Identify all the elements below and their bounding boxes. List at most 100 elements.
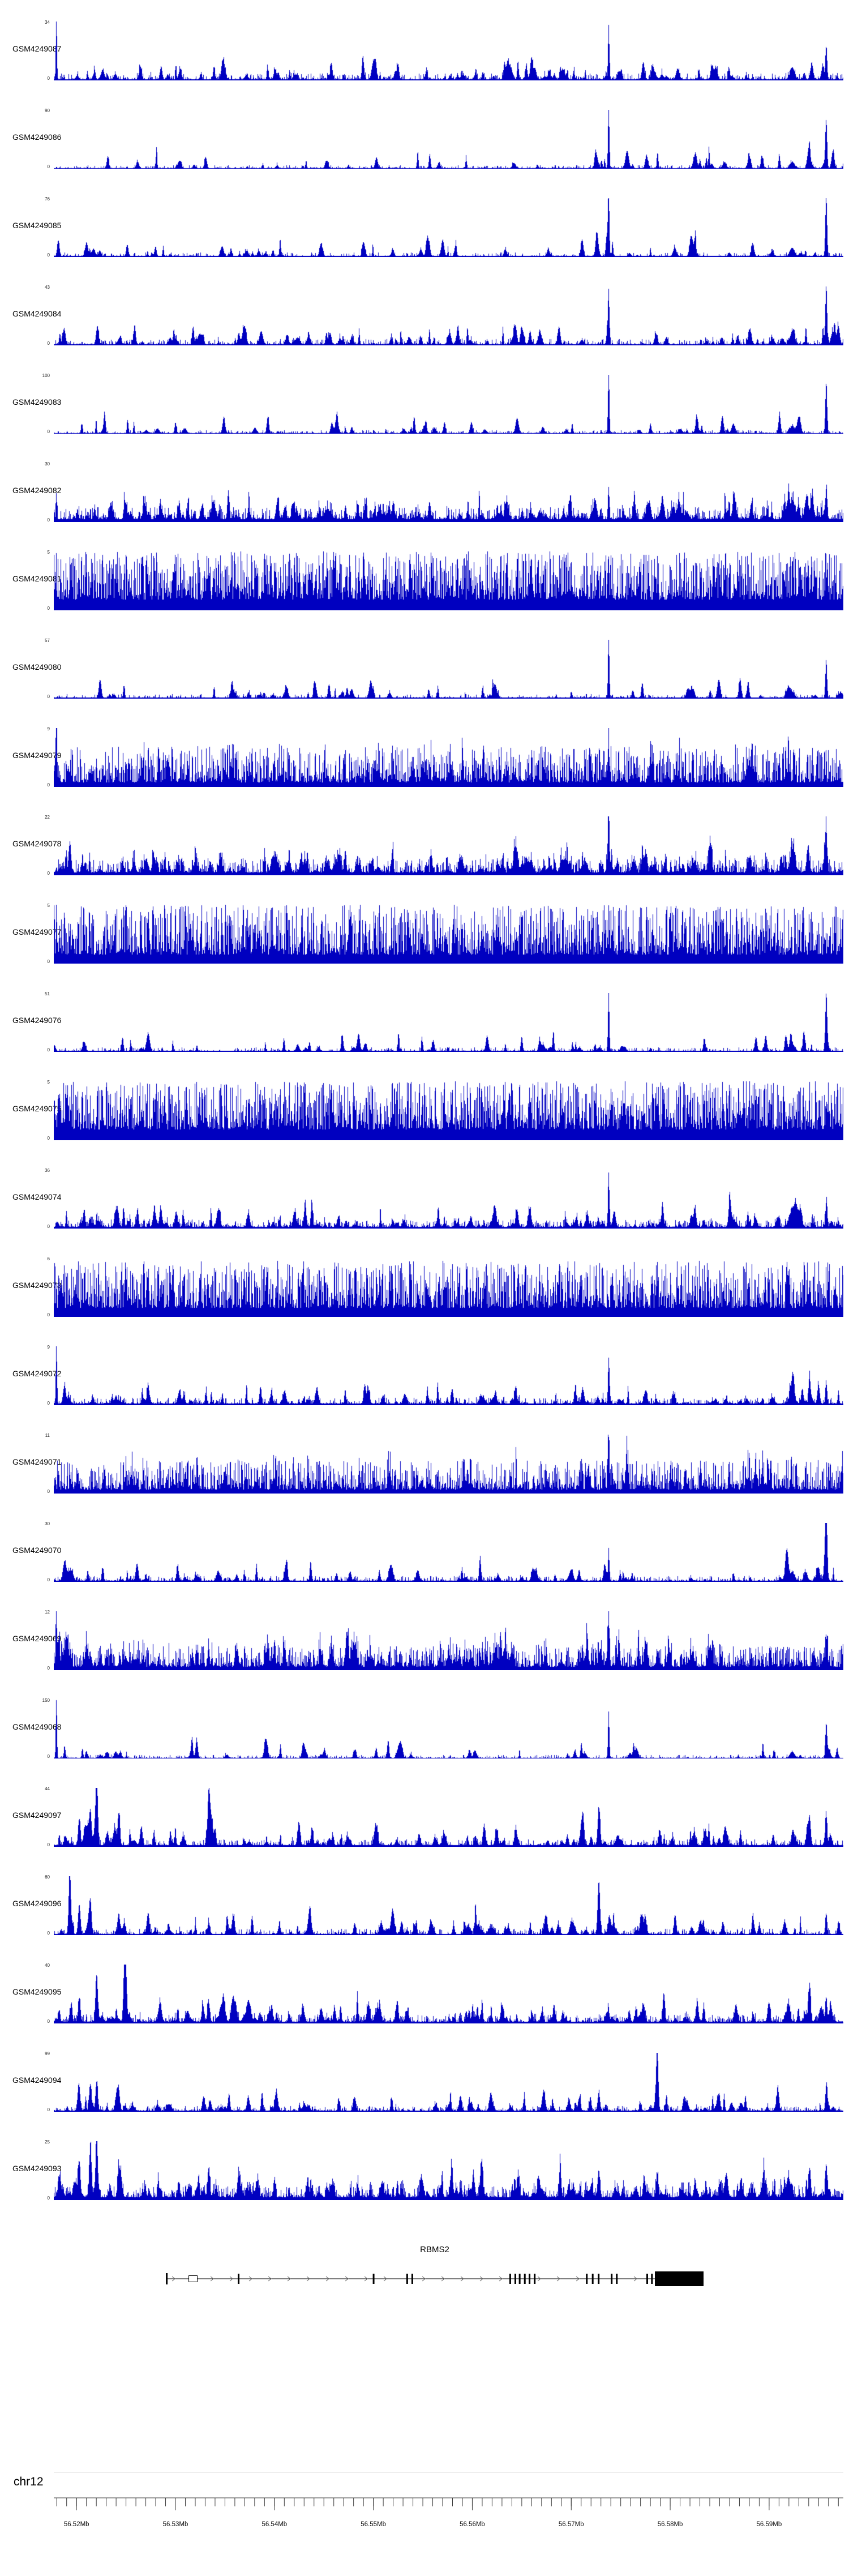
coverage-signal-canvas <box>54 905 843 964</box>
y-axis-min-label: 0 <box>47 871 50 876</box>
track-label: GSM4249083 <box>12 397 62 406</box>
genome-axis-track: 56.52Mb 56.53Mb 56.54Mb 56.55Mb 56.56Mb 56.57… <box>54 2497 843 2528</box>
coverage-signal-canvas <box>54 816 843 875</box>
coverage-signal-canvas <box>54 640 843 699</box>
y-axis-max-label: 43 <box>45 285 50 290</box>
coverage-signal-canvas <box>54 286 843 345</box>
coverage-signal-canvas <box>54 728 843 787</box>
coverage-signal-canvas <box>54 22 843 80</box>
axis-tick-label: 56.58Mb <box>658 2521 683 2528</box>
track-GSM4249087: GSM4249087 34 0 <box>0 20 849 109</box>
y-axis-max-label: 76 <box>45 196 50 202</box>
y-axis-min-label: 0 <box>47 1842 50 1847</box>
track-GSM4249082: GSM4249082 30 0 <box>0 462 849 550</box>
coverage-signal-canvas <box>54 1523 843 1582</box>
y-axis-max-label: 11 <box>45 1433 50 1438</box>
coverage-signal-canvas <box>54 1435 843 1494</box>
coverage-signal-canvas <box>54 375 843 434</box>
gene-name-label: RBMS2 <box>420 2245 449 2254</box>
y-axis-max-label: 99 <box>45 2051 50 2056</box>
gene-model-glyph <box>166 2271 704 2286</box>
axis-tick-label: 56.52Mb <box>64 2521 89 2528</box>
track-label: GSM4249069 <box>12 1634 62 1643</box>
track-GSM4249083: GSM4249083 100 0 <box>0 374 849 462</box>
coverage-signal-canvas <box>54 1965 843 2023</box>
coverage-signal-canvas <box>54 1611 843 1670</box>
y-axis-min-label: 0 <box>47 2196 50 2201</box>
axis-tick-label: 56.59Mb <box>757 2521 782 2528</box>
coverage-signal-canvas <box>54 551 843 610</box>
track-GSM4249072: GSM4249072 9 0 <box>0 1345 849 1434</box>
track-label: GSM4249082 <box>12 486 62 495</box>
track-GSM4249081: GSM4249081 5 0 <box>0 550 849 639</box>
y-axis-min-label: 0 <box>47 253 50 258</box>
y-axis-min-label: 0 <box>47 1489 50 1494</box>
y-axis-min-label: 0 <box>47 606 50 611</box>
track-label: GSM4249097 <box>12 1811 62 1820</box>
y-axis-max-label: 36 <box>45 1168 50 1173</box>
coverage-signal-canvas <box>54 1700 843 1758</box>
y-axis-min-label: 0 <box>47 1401 50 1406</box>
track-label: GSM4249068 <box>12 1722 62 1731</box>
coverage-signal-canvas <box>54 110 843 169</box>
coverage-signal-canvas <box>54 463 843 522</box>
track-GSM4249069: GSM4249069 12 0 <box>0 1610 849 1698</box>
track-label: GSM4249070 <box>12 1546 62 1555</box>
y-axis-max-label: 150 <box>42 1698 50 1703</box>
y-axis-min-label: 0 <box>47 1666 50 1671</box>
y-axis-min-label: 0 <box>47 1931 50 1936</box>
track-GSM4249097: GSM4249097 44 0 <box>0 1787 849 1875</box>
axis-tick-label: 56.53Mb <box>163 2521 188 2528</box>
y-axis-min-label: 0 <box>47 1577 50 1582</box>
track-label: GSM4249087 <box>12 44 62 53</box>
track-label: GSM4249073 <box>12 1281 62 1290</box>
y-axis-min-label: 0 <box>47 1312 50 1317</box>
coverage-signal-canvas <box>54 993 843 1052</box>
y-axis-min-label: 0 <box>47 694 50 699</box>
y-axis-min-label: 0 <box>47 2019 50 2024</box>
y-axis-max-label: 51 <box>45 991 50 996</box>
track-label: GSM4249096 <box>12 1899 62 1908</box>
y-axis-max-label: 90 <box>45 108 50 113</box>
y-axis-max-label: 5 <box>47 1080 50 1085</box>
track-GSM4249080: GSM4249080 57 0 <box>0 639 849 727</box>
track-label: GSM4249077 <box>12 927 62 936</box>
y-axis-max-label: 44 <box>45 1786 50 1791</box>
coverage-signal-canvas <box>54 1258 843 1317</box>
coverage-signal-canvas <box>54 1346 843 1405</box>
axis-tick-label: 56.54Mb <box>261 2521 287 2528</box>
track-GSM4249071: GSM4249071 11 0 <box>0 1434 849 1522</box>
y-axis-min-label: 0 <box>47 517 50 523</box>
track-label: GSM4249071 <box>12 1457 62 1466</box>
y-axis-max-label: 100 <box>42 373 50 378</box>
track-label: GSM4249074 <box>12 1192 62 1201</box>
track-GSM4249075: GSM4249075 5 0 <box>0 1080 849 1169</box>
y-axis-max-label: 57 <box>45 638 50 643</box>
track-label: GSM4249084 <box>12 309 62 318</box>
y-axis-min-label: 0 <box>47 1754 50 1759</box>
chromosome-label: chr12 <box>14 2475 44 2488</box>
track-GSM4249096: GSM4249096 60 0 <box>0 1875 849 1963</box>
axis-tick-label: 56.55Mb <box>361 2521 386 2528</box>
coverage-signal-canvas <box>54 2141 843 2200</box>
gene-model-track: RBMS2 <box>166 2245 704 2286</box>
track-GSM4249095: GSM4249095 40 0 <box>0 1963 849 2052</box>
axis-tick-labels: 56.52Mb 56.53Mb 56.54Mb 56.55Mb 56.56Mb 56.57… <box>64 2521 782 2528</box>
axis-ticks <box>54 2497 843 2510</box>
track-GSM4249074: GSM4249074 36 0 <box>0 1169 849 1257</box>
y-axis-min-label: 0 <box>47 959 50 964</box>
track-label: GSM4249094 <box>12 2076 62 2085</box>
y-axis-max-label: 60 <box>45 1875 50 1880</box>
track-label: GSM4249080 <box>12 662 62 671</box>
y-axis-min-label: 0 <box>47 1224 50 1229</box>
y-axis-max-label: 5 <box>47 903 50 908</box>
track-label: GSM4249085 <box>12 221 62 230</box>
coverage-signal-canvas <box>54 1081 843 1140</box>
track-GSM4249085: GSM4249085 76 0 <box>0 197 849 285</box>
track-label: GSM4249078 <box>12 839 62 848</box>
track-GSM4249070: GSM4249070 30 0 <box>0 1522 849 1610</box>
y-axis-max-label: 22 <box>45 815 50 820</box>
track-GSM4249078: GSM4249078 22 0 <box>0 815 849 904</box>
track-label: GSM4249079 <box>12 751 62 760</box>
